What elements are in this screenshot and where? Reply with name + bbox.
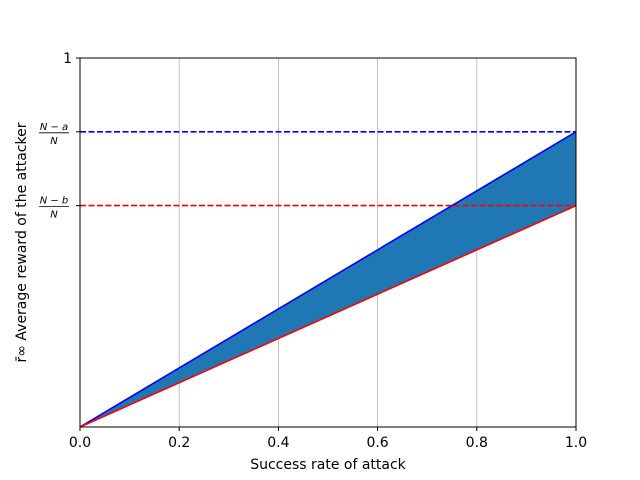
x-tick-label-3: 0.6 [366,435,388,451]
plot-frame [79,57,577,428]
y-axis-ticks: 1 N − a N N − b N [39,51,80,221]
grid-lines [79,58,577,427]
y-tick-denominator-2: N [50,210,58,221]
x-tick-label-5: 1.0 [565,435,587,451]
x-tick-label-2: 0.4 [267,435,289,451]
y-tick-denominator-1: N [50,136,58,147]
x-tick-label-0: 0.0 [69,435,91,451]
x-tick-label-4: 0.8 [466,435,488,451]
solid-line-0 [79,131,577,428]
y-tick-numerator-2: N − b [40,196,69,207]
y-axis-label: r̄∞ Average reward of the attacker [14,122,30,362]
x-axis-label: Success rate of attack [250,457,406,473]
series-layer [79,131,577,428]
x-tick-label-1: 0.2 [168,435,190,451]
y-tick-label-0: 1 [63,51,72,67]
y-tick-numerator-1: N − a [40,122,68,133]
solid-line-1 [79,204,577,428]
x-axis-ticks: 0.0 0.2 0.4 0.6 0.8 1.0 [69,427,587,451]
